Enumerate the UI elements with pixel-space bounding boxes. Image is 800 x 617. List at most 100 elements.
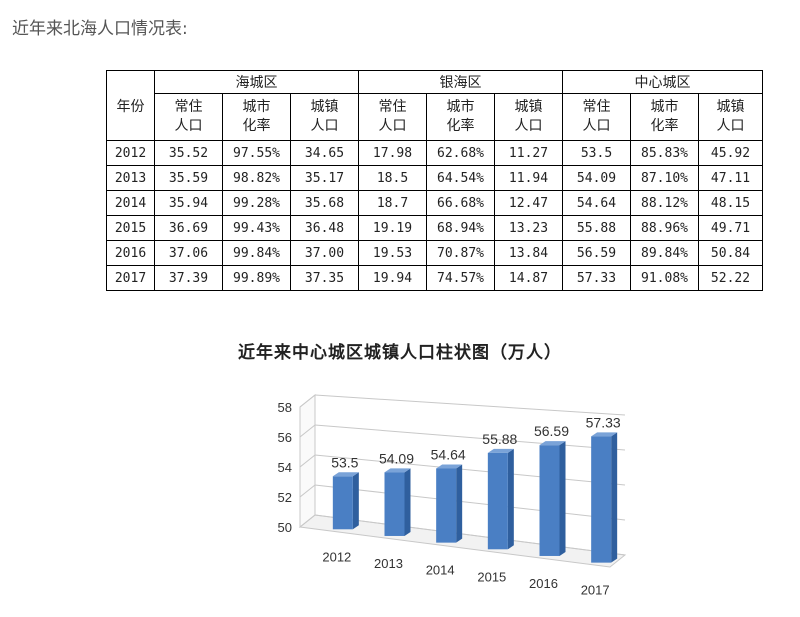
value-cell: 74.57%	[426, 265, 495, 291]
value-cell: 54.09	[562, 165, 631, 191]
value-cell: 35.94	[154, 190, 223, 216]
data-label: 56.59	[534, 423, 569, 439]
subheader-cell: 城市 化率	[630, 93, 699, 141]
bar-top	[487, 448, 514, 453]
gridline-side	[299, 484, 316, 498]
value-cell: 88.12%	[630, 190, 699, 216]
value-cell: 35.17	[290, 165, 359, 191]
intro-text: 近年来北海人口情况表:	[12, 19, 188, 39]
y-tick-label: 54	[278, 460, 292, 475]
value-cell: 99.84%	[222, 240, 291, 266]
value-cell: 37.35	[290, 265, 359, 291]
subheader-row: 常住 人口 城市 化率 城镇 人口 常住 人口 城市 化率 城镇 人口 常住 人口 城市 化率 城镇 人口	[107, 93, 763, 141]
x-tick-label: 2017	[581, 583, 610, 598]
subheader-line: 城镇	[310, 99, 339, 115]
subheader-cell: 常住 人口	[562, 93, 631, 141]
value-cell: 54.64	[562, 190, 631, 216]
year-cell: 2013	[106, 165, 155, 191]
data-label: 55.88	[482, 431, 517, 447]
gridline-side	[299, 454, 316, 468]
value-cell: 11.27	[494, 140, 563, 166]
bar-chart: 50 52 54 56 58 53.5 2012 54.09 2013 54.64 2014 55.8…	[278, 393, 627, 598]
subheader-line: 化率	[446, 118, 475, 134]
year-header: 年份	[106, 70, 155, 141]
value-cell: 64.54%	[426, 165, 495, 191]
gridline	[314, 484, 626, 521]
value-cell: 55.88	[562, 215, 631, 241]
value-cell: 62.68%	[426, 140, 495, 166]
bar	[487, 452, 508, 550]
gridline	[314, 394, 626, 416]
value-cell: 36.69	[154, 215, 223, 241]
y-tick-label: 58	[278, 400, 292, 415]
year-cell: 2015	[106, 215, 155, 241]
year-cell: 2012	[106, 140, 155, 166]
value-cell: 19.53	[358, 240, 427, 266]
subheader-cell: 城市 化率	[426, 93, 495, 141]
value-cell: 17.98	[358, 140, 427, 166]
gridline-side	[299, 424, 316, 438]
value-cell: 19.94	[358, 265, 427, 291]
subheader-cell: 城镇 人口	[698, 93, 763, 141]
subheader-line: 化率	[242, 118, 271, 134]
value-cell: 35.68	[290, 190, 359, 216]
bar-top	[591, 432, 618, 437]
subheader-cell: 城镇 人口	[290, 93, 359, 141]
value-cell: 98.82%	[222, 165, 291, 191]
subheader-line: 城市	[650, 99, 679, 115]
value-cell: 12.47	[494, 190, 563, 216]
bar-top	[539, 441, 566, 446]
bar	[384, 472, 405, 536]
value-cell: 99.89%	[222, 265, 291, 291]
y-tick-label: 56	[278, 430, 292, 445]
value-cell: 56.59	[562, 240, 631, 266]
x-tick-label: 2012	[322, 549, 351, 564]
value-cell: 53.5	[562, 140, 631, 166]
value-cell: 85.83%	[630, 140, 699, 166]
value-cell: 11.94	[494, 165, 563, 191]
bar-side	[559, 441, 566, 556]
group-header-yinhai: 银海区	[358, 70, 563, 94]
value-cell: 34.65	[290, 140, 359, 166]
subheader-line: 人口	[514, 118, 543, 134]
subheader-line: 人口	[310, 118, 339, 134]
value-cell: 13.23	[494, 215, 563, 241]
year-cell: 2017	[106, 265, 155, 291]
gridline-side	[299, 394, 316, 408]
value-cell: 14.87	[494, 265, 563, 291]
value-cell: 37.00	[290, 240, 359, 266]
value-cell: 37.39	[154, 265, 223, 291]
subheader-line: 人口	[582, 118, 611, 134]
subheader-cell: 常住 人口	[154, 93, 223, 141]
value-cell: 52.22	[698, 265, 763, 291]
value-cell: 13.84	[494, 240, 563, 266]
subheader-line: 城市	[446, 99, 475, 115]
value-cell: 99.28%	[222, 190, 291, 216]
bar	[436, 468, 457, 543]
value-cell: 68.94%	[426, 215, 495, 241]
table-row: 2017 37.39 99.89% 37.35 19.94 74.57% 14.87 57.3…	[106, 265, 763, 291]
bar	[539, 445, 560, 556]
data-label: 54.64	[431, 447, 466, 463]
bar	[591, 436, 612, 563]
gridline	[314, 454, 626, 486]
value-cell: 70.87%	[426, 240, 495, 266]
bar-top	[384, 468, 411, 473]
bar-side	[404, 468, 411, 536]
y-tick-label: 52	[278, 490, 292, 505]
gridline	[314, 514, 626, 556]
table-row: 2013 35.59 98.82% 35.17 18.5 64.54% 11.94 54.09…	[106, 165, 763, 191]
group-header-center: 中心城区	[562, 70, 763, 94]
chart-title: 近年来中心城区城镇人口柱状图（万人）	[238, 343, 562, 363]
y-tick-label: 50	[278, 520, 292, 535]
x-tick-label: 2014	[426, 563, 455, 578]
group-header-haicheng: 海城区	[154, 70, 359, 94]
x-tick-label: 2015	[477, 569, 506, 584]
year-cell: 2014	[106, 190, 155, 216]
value-cell: 48.15	[698, 190, 763, 216]
value-cell: 35.52	[154, 140, 223, 166]
subheader-line: 化率	[650, 118, 679, 134]
value-cell: 87.10%	[630, 165, 699, 191]
x-tick-label: 2013	[374, 556, 403, 571]
subheader-cell: 常住 人口	[358, 93, 427, 141]
